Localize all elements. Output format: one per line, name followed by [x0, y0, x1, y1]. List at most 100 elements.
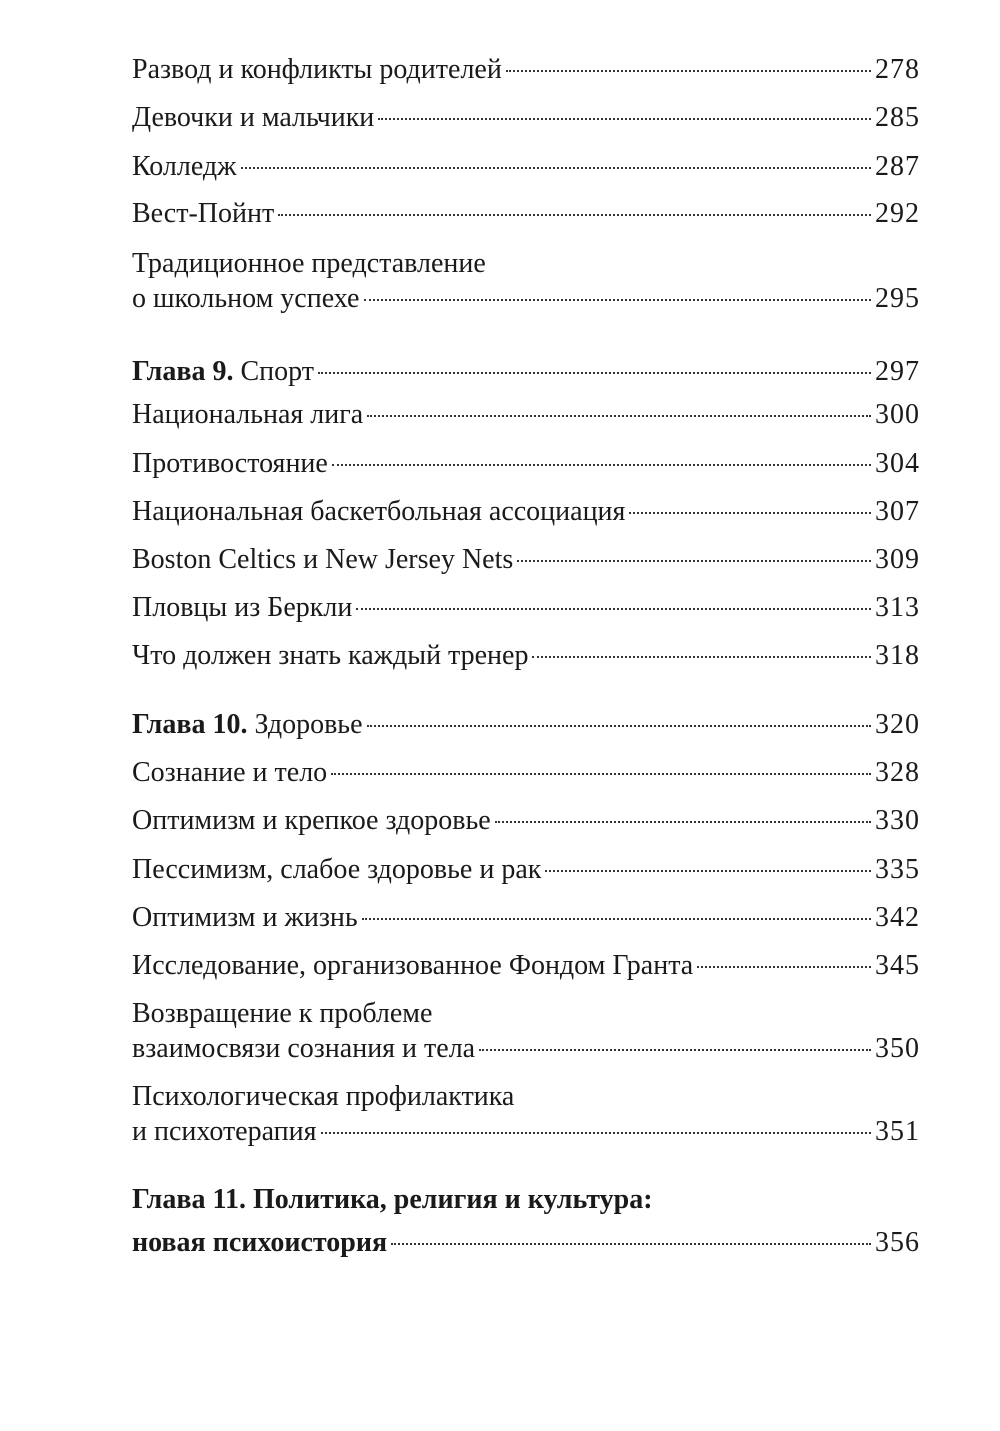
entry-title: новая психоистория [132, 1227, 388, 1258]
toc-entry: Что должен знать каждый тренер 318 [132, 638, 920, 673]
toc-line: и психотерапия 351 [132, 1114, 920, 1149]
page-number: 345 [875, 950, 920, 981]
toc-line: Глава 10. Здоровье 320 [132, 703, 920, 746]
page-number: 307 [875, 496, 920, 527]
toc-line: Колледж 287 [132, 149, 920, 184]
entry-title: Оптимизм и крепкое здоровье [132, 805, 491, 836]
entry-title: Национальная баскетбольная ассоциация [132, 496, 626, 527]
page-number: 335 [875, 854, 920, 885]
toc-entry: Оптимизм и жизнь 342 [132, 900, 920, 935]
dot-leader [505, 70, 871, 72]
toc-line: Оптимизм и жизнь 342 [132, 900, 920, 935]
entry-title: о школьном успехе [132, 283, 360, 314]
entry-title: Вест-Пойнт [132, 198, 275, 229]
page-number: 287 [875, 151, 920, 182]
chapter-label: Глава 9. [132, 356, 234, 387]
toc-line: Национальная лига 300 [132, 397, 920, 432]
toc-entry: Противостояние 304 [132, 446, 920, 481]
toc-entry: Колледж 287 [132, 149, 920, 184]
entry-title: Колледж [132, 151, 237, 182]
dot-leader [278, 214, 871, 216]
page-number: 342 [875, 902, 920, 933]
toc-line: Противостояние 304 [132, 446, 920, 481]
toc-entry: Национальная баскетбольная ассоциация 307 [132, 494, 920, 529]
entry-title: Возвращение к проблеме [132, 998, 433, 1029]
dot-leader [391, 1243, 871, 1245]
page-number: 328 [875, 757, 920, 788]
page-number: 304 [875, 448, 920, 479]
toc-line: Сознание и тело 328 [132, 755, 920, 790]
dot-leader [318, 372, 871, 374]
toc-chapter: Глава 10. Здоровье 320 [132, 703, 920, 746]
dot-leader [361, 918, 871, 920]
toc-entry: Исследование, организованное Фондом Гран… [132, 948, 920, 983]
toc-line: Исследование, организованное Фондом Гран… [132, 948, 920, 983]
toc-entry: Психологическая профилактика и психотерап… [132, 1079, 920, 1149]
entry-title: Психологическая профилактика [132, 1081, 515, 1112]
dot-leader [320, 1132, 871, 1134]
chapter-label: Глава 11. [132, 1184, 246, 1215]
dot-leader [240, 167, 871, 169]
entry-title: Сознание и тело [132, 757, 328, 788]
toc-line: Национальная баскетбольная ассоциация 307 [132, 494, 920, 529]
entry-title: Boston Celtics и New Jersey Nets [132, 544, 514, 575]
toc-line: Возвращение к проблеме [132, 996, 920, 1031]
toc-line: Boston Celtics и New Jersey Nets 309 [132, 542, 920, 577]
toc-line: взаимосвязи сознания и тела 350 [132, 1031, 920, 1066]
page-number: 297 [875, 356, 920, 387]
entry-title: Традиционное представление [132, 248, 486, 279]
toc-entry: Традиционное представление о школьном усп… [132, 246, 920, 316]
toc-line: Традиционное представление [132, 246, 920, 281]
dot-leader [532, 656, 871, 658]
toc-line: Девочки и мальчики 285 [132, 100, 920, 135]
entry-title: Что должен знать каждый тренер [132, 640, 529, 671]
toc-line: Вест-Пойнт 292 [132, 196, 920, 231]
entry-title: Политика, религия и культура: [252, 1184, 653, 1215]
dot-leader [331, 773, 871, 775]
toc-line: Пессимизм, слабое здоровье и рак 335 [132, 852, 920, 887]
page-number: 350 [875, 1033, 920, 1064]
toc-chapter: Глава 9. Спорт 297 [132, 350, 920, 393]
entry-title: взаимосвязи сознания и тела [132, 1033, 476, 1064]
toc-entry: Сознание и тело 328 [132, 755, 920, 790]
dot-leader [517, 560, 871, 562]
dot-leader [479, 1049, 871, 1051]
page-number: 318 [875, 640, 920, 671]
dot-leader [697, 966, 871, 968]
page-number: 309 [875, 544, 920, 575]
toc-line: Глава 11. Политика, религия и культура: [132, 1178, 920, 1221]
page-number: 320 [875, 709, 920, 740]
entry-title: и психотерапия [132, 1116, 317, 1147]
dot-leader [367, 415, 871, 417]
entry-title: Оптимизм и жизнь [132, 902, 358, 933]
dot-leader [378, 118, 871, 120]
dot-leader [494, 821, 871, 823]
entry-title: Здоровье [254, 709, 363, 740]
toc-entry: Вест-Пойнт 292 [132, 196, 920, 231]
toc-chapter: Глава 11. Политика, религия и культура: н… [132, 1178, 920, 1264]
toc-entry: Девочки и мальчики 285 [132, 100, 920, 135]
entry-title: Национальная лига [132, 399, 364, 430]
dot-leader [363, 299, 871, 301]
page-number: 292 [875, 198, 920, 229]
dot-leader [629, 512, 871, 514]
page-number: 330 [875, 805, 920, 836]
toc-line: о школьном успехе 295 [132, 281, 920, 316]
page-number: 295 [875, 283, 920, 314]
page-number: 300 [875, 399, 920, 430]
toc-entry: Пессимизм, слабое здоровье и рак 335 [132, 852, 920, 887]
toc-entry: Boston Celtics и New Jersey Nets 309 [132, 542, 920, 577]
toc-entry: Пловцы из Беркли 313 [132, 590, 920, 625]
entry-title: Противостояние [132, 448, 328, 479]
entry-title: Спорт [240, 356, 315, 387]
entry-title: Пессимизм, слабое здоровье и рак [132, 854, 542, 885]
dot-leader [545, 870, 871, 872]
toc-entry: Оптимизм и крепкое здоровье 330 [132, 803, 920, 838]
entry-title: Пловцы из Беркли [132, 592, 353, 623]
toc-line: Оптимизм и крепкое здоровье 330 [132, 803, 920, 838]
toc-line: Развод и конфликты родителей 278 [132, 52, 920, 87]
toc-entry: Возвращение к проблеме взаимосвязи сознан… [132, 996, 920, 1066]
page-number: 351 [875, 1116, 920, 1147]
page-number: 313 [875, 592, 920, 623]
toc-entry: Развод и конфликты родителей 278 [132, 52, 920, 87]
